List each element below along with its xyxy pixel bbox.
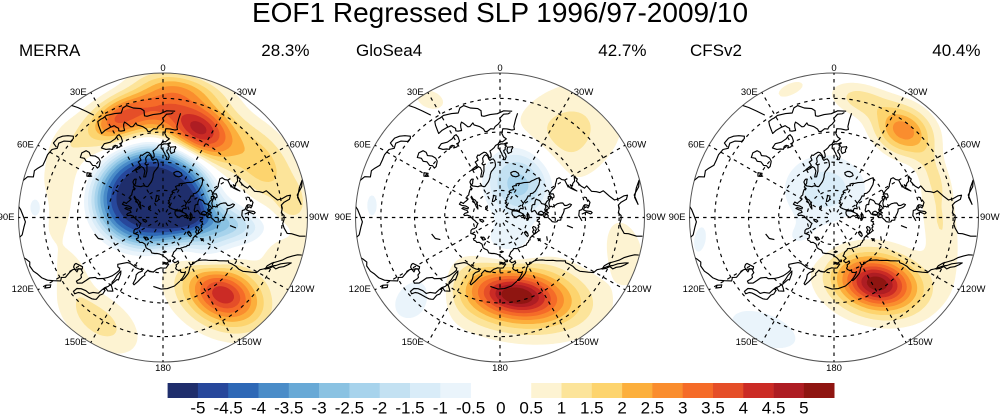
svg-text:0: 0 (497, 63, 502, 74)
svg-text:4.5: 4.5 (762, 399, 786, 416)
svg-text:30E: 30E (70, 87, 87, 98)
svg-text:60W: 60W (290, 140, 310, 151)
svg-text:120E: 120E (683, 284, 705, 295)
svg-text:5: 5 (799, 399, 808, 416)
svg-text:180: 180 (155, 363, 171, 374)
svg-text:30W: 30W (237, 87, 257, 98)
svg-text:90E: 90E (669, 212, 686, 223)
svg-text:1: 1 (557, 399, 566, 416)
svg-text:120E: 120E (349, 284, 371, 295)
svg-text:0: 0 (831, 63, 836, 74)
svg-text:90E: 90E (0, 212, 15, 223)
svg-text:GloSea4: GloSea4 (356, 41, 422, 60)
svg-text:0: 0 (496, 399, 505, 416)
svg-text:60E: 60E (354, 140, 371, 151)
svg-text:90W: 90W (309, 212, 329, 223)
svg-text:0.5: 0.5 (519, 399, 543, 416)
svg-text:30E: 30E (741, 87, 758, 98)
svg-text:EOF1 Regressed SLP 1996/97-200: EOF1 Regressed SLP 1996/97-2009/10 (252, 0, 748, 28)
svg-text:90W: 90W (980, 212, 1000, 223)
svg-text:40.4%: 40.4% (932, 41, 980, 60)
svg-text:-2.5: -2.5 (335, 399, 364, 416)
svg-text:120W: 120W (290, 284, 315, 295)
svg-text:180: 180 (492, 363, 508, 374)
svg-text:-0.5: -0.5 (456, 399, 485, 416)
svg-text:30W: 30W (908, 87, 928, 98)
svg-text:120E: 120E (12, 284, 34, 295)
svg-text:-1.5: -1.5 (395, 399, 424, 416)
svg-text:2: 2 (617, 399, 626, 416)
svg-text:150W: 150W (574, 337, 599, 348)
svg-text:2.5: 2.5 (641, 399, 665, 416)
svg-text:30E: 30E (407, 87, 424, 98)
svg-text:-1: -1 (433, 399, 448, 416)
svg-text:4: 4 (739, 399, 748, 416)
svg-text:120W: 120W (961, 284, 986, 295)
svg-text:MERRA: MERRA (19, 41, 81, 60)
svg-text:3.5: 3.5 (701, 399, 725, 416)
svg-text:120W: 120W (627, 284, 652, 295)
svg-text:180: 180 (826, 363, 842, 374)
svg-text:-2: -2 (372, 399, 387, 416)
svg-text:3: 3 (678, 399, 687, 416)
svg-text:0: 0 (160, 63, 165, 74)
svg-text:150W: 150W (237, 337, 262, 348)
svg-text:30W: 30W (574, 87, 594, 98)
svg-text:28.3%: 28.3% (261, 41, 309, 60)
svg-text:-3.5: -3.5 (274, 399, 303, 416)
svg-text:1.5: 1.5 (580, 399, 604, 416)
svg-text:90W: 90W (646, 212, 666, 223)
svg-text:150E: 150E (402, 337, 424, 348)
svg-text:-4: -4 (251, 399, 266, 416)
svg-text:-4.5: -4.5 (214, 399, 243, 416)
svg-text:150W: 150W (908, 337, 933, 348)
svg-text:60E: 60E (17, 140, 34, 151)
svg-text:60E: 60E (688, 140, 705, 151)
svg-text:-5: -5 (190, 399, 205, 416)
svg-text:150E: 150E (736, 337, 758, 348)
svg-text:60W: 60W (961, 140, 981, 151)
svg-text:-3: -3 (312, 399, 327, 416)
svg-text:42.7%: 42.7% (598, 41, 646, 60)
svg-text:90E: 90E (335, 212, 352, 223)
svg-text:150E: 150E (65, 337, 87, 348)
svg-text:CFSv2: CFSv2 (690, 41, 742, 60)
svg-text:60W: 60W (627, 140, 647, 151)
